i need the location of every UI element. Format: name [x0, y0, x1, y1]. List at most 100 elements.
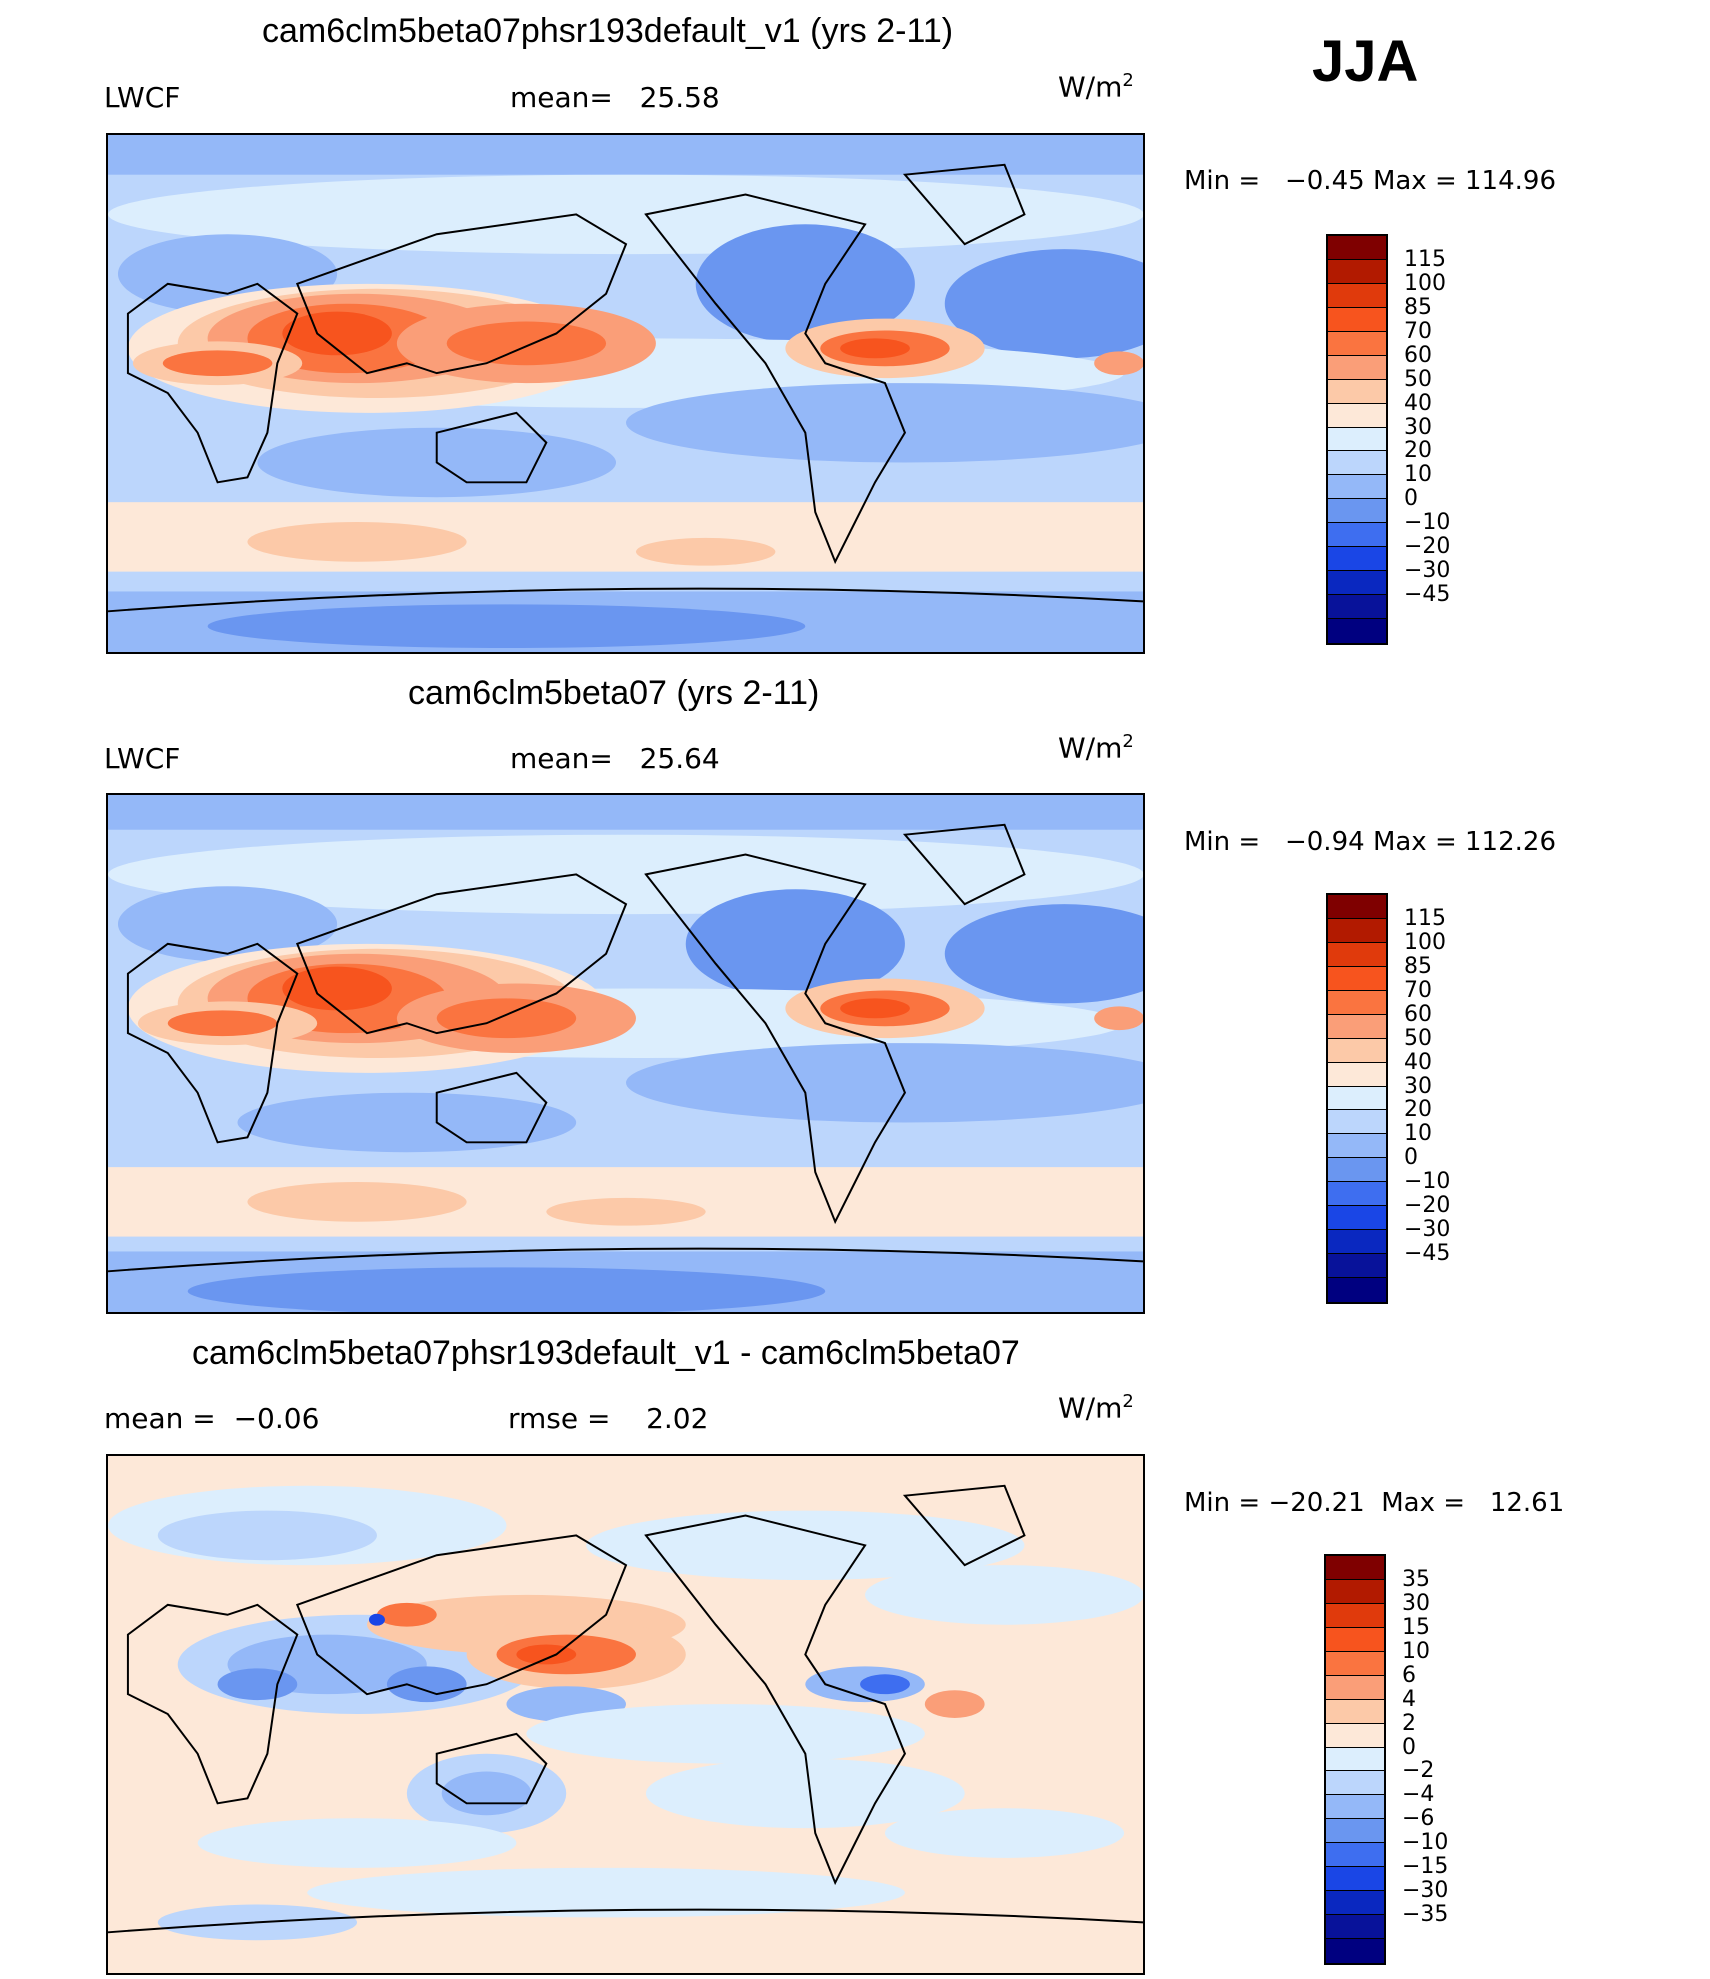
panel2-colorbar-swatch [1328, 1062, 1386, 1087]
panel2-colorbar-swatch [1328, 1110, 1386, 1135]
panel1-colorbar-swatch [1328, 283, 1386, 308]
panel2-colorbar-swatch [1328, 1014, 1386, 1039]
panel3-colorbar-tick: 30 [1402, 1590, 1430, 1616]
panel2-colorbar-swatch [1328, 895, 1386, 919]
panel2-colorbar-tick: 0 [1404, 1145, 1418, 1171]
panel3-colorbar-swatch [1326, 1579, 1384, 1604]
panel1-colorbar-swatch [1328, 475, 1386, 500]
panel3-mean-label: mean = [104, 1402, 216, 1435]
panel3-colorbar-swatch [1326, 1699, 1384, 1724]
panel2-colorbar-swatch [1328, 1278, 1386, 1302]
panel1-colorbar-swatch [1328, 379, 1386, 404]
panel3-mean-value: −0.06 [233, 1402, 320, 1435]
panel3-colorbar-swatch [1326, 1651, 1384, 1676]
panel3-colorbar-tick: 10 [1402, 1638, 1430, 1664]
panel2-colorbar-tick: 100 [1404, 929, 1446, 955]
panel2-mean-label: mean= [510, 742, 613, 775]
panel1-max-label: Max = [1372, 166, 1457, 196]
panel3-colorbar-swatch [1326, 1843, 1384, 1868]
panel3-colorbar-tick: 2 [1402, 1710, 1416, 1736]
panel2-colorbar [1326, 893, 1388, 1304]
panel2-colorbar-swatch [1328, 1158, 1386, 1183]
panel2-colorbar-tick: 85 [1404, 953, 1432, 979]
panel3-colorbar-swatch [1326, 1723, 1384, 1748]
panel1-variable: LWCF [104, 81, 181, 114]
panel1-colorbar-swatch [1328, 523, 1386, 548]
panel2-colorbar-tick: −45 [1404, 1241, 1451, 1267]
panel1-colorbar-tick: 0 [1404, 486, 1418, 512]
panel2-colorbar-tick: 20 [1404, 1097, 1432, 1123]
panel1-map [106, 133, 1145, 654]
panel3-min-label: Min = [1184, 1488, 1261, 1518]
panel3-colorbar-swatch [1326, 1603, 1384, 1628]
panel1-colorbar-swatch [1328, 451, 1386, 476]
panel3-colorbar-tick: −35 [1402, 1902, 1449, 1928]
panel2-colorbar-tick: 10 [1404, 1121, 1432, 1147]
panel3-colorbar-swatch [1326, 1627, 1384, 1652]
panel2-colorbar-tick: 115 [1404, 905, 1446, 931]
panel1-colorbar-tick: −20 [1404, 534, 1451, 560]
panel3-colorbar-tick: 0 [1402, 1734, 1416, 1760]
panel1-colorbar-tick: −10 [1404, 510, 1451, 536]
panel2-title: cam6clm5beta07 (yrs 2-11) [408, 674, 820, 712]
panel1-colorbar-swatch [1328, 499, 1386, 524]
panel1-colorbar-tick: 70 [1404, 318, 1432, 344]
panel3-units: W/m2 [1058, 1391, 1134, 1425]
panel1-colorbar-swatch [1328, 331, 1386, 356]
panel3-colorbar-swatch [1326, 1939, 1384, 1963]
season-label: JJA [1312, 29, 1419, 94]
panel3-colorbar-swatch [1326, 1747, 1384, 1772]
panel1-colorbar-tick: 50 [1404, 366, 1432, 392]
panel3-colorbar-tick: −2 [1402, 1758, 1435, 1784]
panel3-field [108, 1456, 1143, 1973]
panel3-colorbar-swatch [1326, 1771, 1384, 1796]
panel1-min-label: Min = [1184, 166, 1261, 196]
panel2-colorbar-tick: −10 [1404, 1169, 1451, 1195]
panel1-colorbar-tick: 10 [1404, 462, 1432, 488]
panel2-max-label: Max = [1372, 827, 1457, 857]
panel3-colorbar [1324, 1554, 1386, 1965]
panel3-colorbar-tick: −15 [1402, 1854, 1449, 1880]
panel2-colorbar-swatch [1328, 1038, 1386, 1063]
panel1-title: cam6clm5beta07phsr193default_v1 (yrs 2-1… [262, 12, 954, 50]
panel2-min-value: −0.94 [1284, 827, 1365, 857]
panel3-rmse-label: rmse = [508, 1402, 611, 1435]
panel3-max-label: Max = [1381, 1488, 1466, 1518]
panel2-units: W/m2 [1058, 731, 1134, 765]
panel3-colorbar-tick: 6 [1402, 1662, 1416, 1688]
panel2-max-value: 112.26 [1465, 827, 1556, 857]
panel2-colorbar-swatch [1328, 1134, 1386, 1159]
panel3-title: cam6clm5beta07phsr193default_v1 - cam6cl… [192, 1334, 1020, 1372]
panel3-colorbar-swatch [1326, 1819, 1384, 1844]
panel1-colorbar-swatch [1328, 619, 1386, 643]
panel2-colorbar-swatch [1328, 1086, 1386, 1111]
panel1-colorbar-tick: 85 [1404, 294, 1432, 320]
panel1-colorbar-swatch [1328, 259, 1386, 284]
panel2-colorbar-tick: 50 [1404, 1025, 1432, 1051]
panel3-colorbar-swatch [1326, 1675, 1384, 1700]
panel1-colorbar-tick: 115 [1404, 246, 1446, 272]
panel1-colorbar-tick: 60 [1404, 342, 1432, 368]
panel1-colorbar [1326, 234, 1388, 645]
panel1-colorbar-swatch [1328, 571, 1386, 596]
panel2-colorbar-swatch [1328, 966, 1386, 991]
panel3-colorbar-tick: −30 [1402, 1878, 1449, 1904]
panel2-colorbar-tick: 60 [1404, 1001, 1432, 1027]
panel3-colorbar-tick: −4 [1402, 1782, 1435, 1808]
panel3-colorbar-tick: 4 [1402, 1686, 1416, 1712]
panel1-colorbar-swatch [1328, 355, 1386, 380]
panel3-colorbar-swatch [1326, 1556, 1384, 1580]
panel1-units: W/m2 [1058, 70, 1134, 104]
panel3-colorbar-tick: −6 [1402, 1806, 1435, 1832]
panel3-colorbar-swatch [1326, 1915, 1384, 1939]
panel2-colorbar-tick: 70 [1404, 977, 1432, 1003]
panel1-colorbar-swatch [1328, 547, 1386, 572]
panel2-map [106, 793, 1145, 1314]
panel2-colorbar-swatch [1328, 990, 1386, 1015]
panel3-map [106, 1454, 1145, 1975]
panel2-mean-value: 25.64 [639, 742, 720, 775]
panel1-colorbar-swatch [1328, 236, 1386, 260]
panel2-colorbar-swatch [1328, 918, 1386, 943]
panel2-colorbar-swatch [1328, 1254, 1386, 1278]
panel1-colorbar-swatch [1328, 595, 1386, 619]
